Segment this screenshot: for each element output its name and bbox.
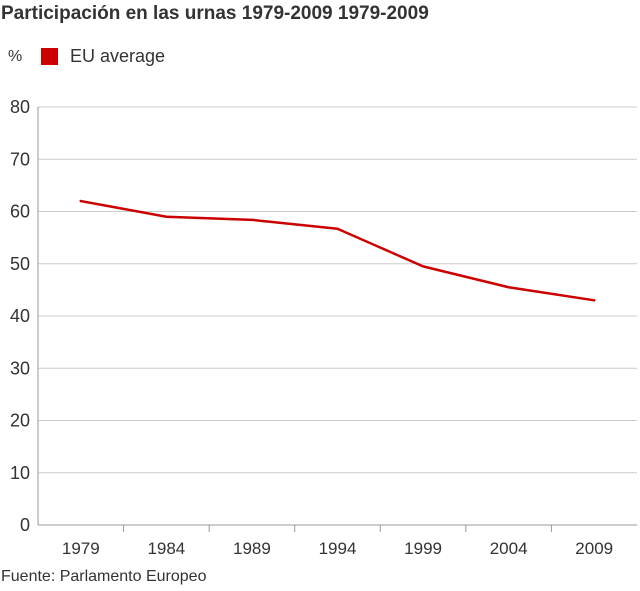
x-tick-label-1994: 1994 [319,539,357,558]
x-tick-label-2009: 2009 [575,539,613,558]
source-note: Fuente: Parlamento Europeo [1,568,207,585]
legend-label: EU average [70,46,166,66]
y-tick-label-60: 60 [10,202,30,222]
data-point-1989 [250,218,254,222]
x-tick-label-1979: 1979 [62,539,100,558]
data-point-1994 [336,227,339,230]
x-tick-label-1999: 1999 [404,539,442,558]
data-point-1999 [421,265,425,268]
x-tick-labels: 1979 1984 1989 1994 1999 2004 2009 [62,539,613,558]
y-tick-labels: 0 10 20 30 40 50 60 70 80 [10,97,30,535]
x-tick-label-1989: 1989 [233,539,271,558]
y-tick-label-10: 10 [10,463,30,483]
data-point-2009 [593,299,596,302]
gridlines [38,106,637,474]
y-tick-label-30: 30 [10,358,30,378]
x-tick-label-2004: 2004 [490,539,528,558]
axes [37,107,637,532]
data-point-1979 [79,199,82,203]
y-tick-label-70: 70 [10,149,30,169]
data-point-2004 [507,286,510,289]
y-unit-label: % [8,48,23,65]
y-tick-label-50: 50 [10,254,30,274]
y-tick-label-40: 40 [10,306,30,326]
chart-title: Participación en las urnas 1979-2009 197… [1,3,429,24]
y-tick-label-20: 20 [10,411,30,431]
series [79,199,596,302]
legend: EU average [41,46,165,67]
series-line-0 [79,199,596,302]
y-tick-label-80: 80 [10,97,30,117]
data-point-1984 [165,215,168,218]
x-tick-label-1984: 1984 [147,539,185,558]
legend-swatch [41,48,58,65]
y-tick-label-0: 0 [20,515,30,535]
